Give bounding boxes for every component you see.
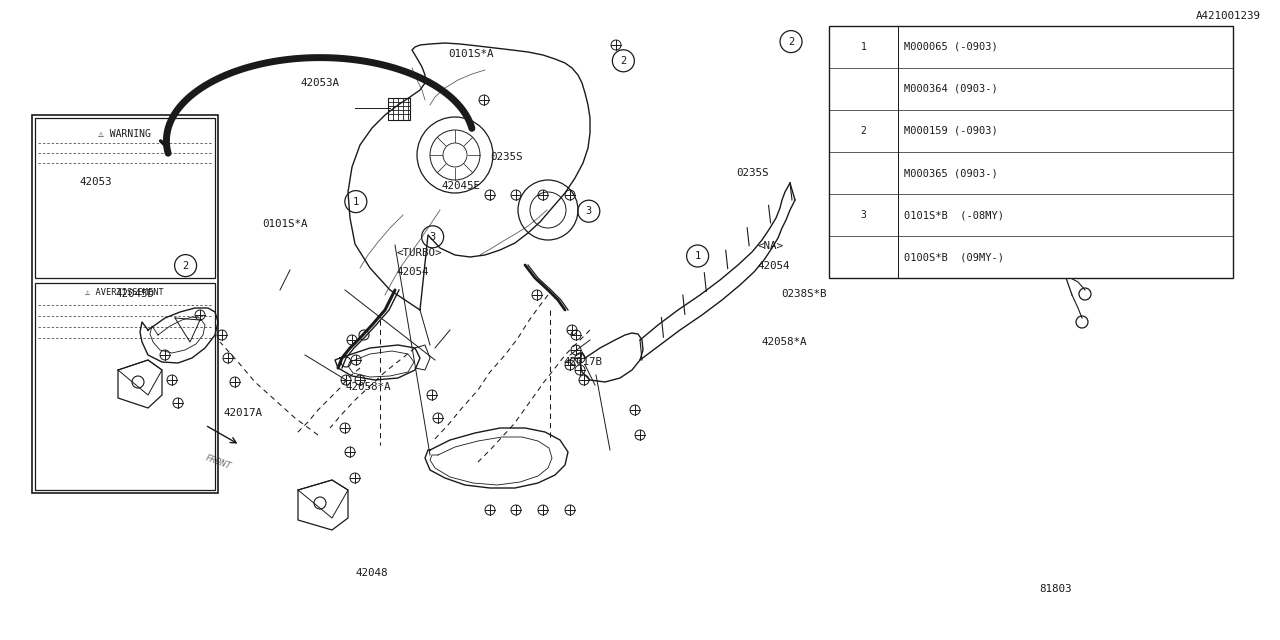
Text: 42058*A: 42058*A bbox=[346, 382, 392, 392]
Text: <NA>: <NA> bbox=[758, 241, 783, 252]
Bar bbox=[32, 115, 218, 493]
Text: ⚠ AVERTISSEMENT: ⚠ AVERTISSEMENT bbox=[86, 287, 164, 296]
Text: M000364 (0903-): M000364 (0903-) bbox=[904, 84, 997, 94]
Text: ⚠ WARNING: ⚠ WARNING bbox=[99, 129, 151, 139]
Text: 42054: 42054 bbox=[758, 260, 790, 271]
Text: 1: 1 bbox=[860, 42, 867, 52]
Text: M000065 (-0903): M000065 (-0903) bbox=[904, 42, 997, 52]
Text: 0100S*B  (09MY-): 0100S*B (09MY-) bbox=[904, 252, 1004, 262]
Text: M000365 (0903-): M000365 (0903-) bbox=[904, 168, 997, 178]
Text: 3: 3 bbox=[586, 206, 591, 216]
Bar bbox=[388, 98, 410, 120]
Text: 2: 2 bbox=[788, 36, 794, 47]
Text: 42048: 42048 bbox=[356, 568, 388, 578]
Text: 42045E: 42045E bbox=[442, 180, 480, 191]
Text: 42017A: 42017A bbox=[224, 408, 262, 418]
Text: 2: 2 bbox=[183, 260, 188, 271]
Text: 0238S*B: 0238S*B bbox=[781, 289, 827, 300]
Text: 42017B: 42017B bbox=[563, 356, 602, 367]
Text: 1: 1 bbox=[695, 251, 700, 261]
Text: 81803: 81803 bbox=[1039, 584, 1073, 594]
Text: <TURBO>: <TURBO> bbox=[397, 248, 443, 258]
Text: M000159 (-0903): M000159 (-0903) bbox=[904, 126, 997, 136]
Text: 0101S*A: 0101S*A bbox=[448, 49, 494, 60]
Text: 42045D: 42045D bbox=[115, 289, 154, 300]
Text: 42058*A: 42058*A bbox=[762, 337, 808, 348]
Text: 0235S: 0235S bbox=[736, 168, 768, 178]
Text: 0101S*A: 0101S*A bbox=[262, 219, 308, 229]
Text: 2: 2 bbox=[860, 126, 867, 136]
Bar bbox=[35, 118, 215, 278]
Text: FRONT: FRONT bbox=[204, 453, 232, 471]
Text: 1: 1 bbox=[353, 196, 358, 207]
Text: 42054: 42054 bbox=[397, 267, 429, 277]
Polygon shape bbox=[867, 55, 1009, 93]
Text: 3: 3 bbox=[430, 232, 435, 242]
Bar bbox=[35, 283, 215, 490]
Text: 0235S: 0235S bbox=[490, 152, 522, 162]
Text: 2: 2 bbox=[621, 56, 626, 66]
Bar bbox=[829, 26, 1233, 278]
Text: 42053A: 42053A bbox=[301, 78, 339, 88]
Text: 42053: 42053 bbox=[79, 177, 111, 188]
Text: A421001239: A421001239 bbox=[1196, 11, 1261, 21]
Text: 0101S*B  (-08MY): 0101S*B (-08MY) bbox=[904, 210, 1004, 220]
Text: 3: 3 bbox=[860, 210, 867, 220]
